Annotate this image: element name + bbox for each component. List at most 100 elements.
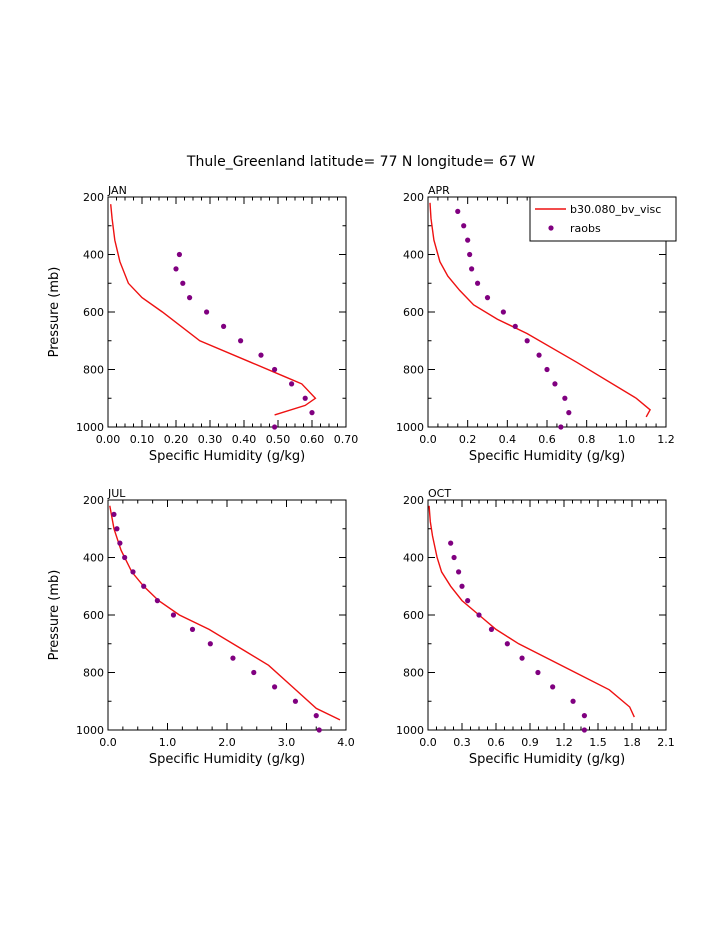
raobs-point — [111, 511, 117, 517]
raobs-point — [552, 381, 558, 387]
panel-title: JUL — [107, 487, 126, 500]
raobs-point — [272, 684, 278, 690]
raobs-point — [558, 424, 564, 430]
raobs-point — [176, 251, 182, 258]
raobs-point — [461, 223, 467, 229]
raobs-point — [566, 410, 572, 416]
y-tick-label: 400 — [403, 249, 424, 262]
legend-obs-label: raobs — [570, 222, 601, 235]
raobs-point — [544, 366, 550, 373]
x-tick-label: 0.60 — [300, 433, 325, 446]
raobs-point — [114, 526, 120, 532]
y-axis-label: Pressure (mb) — [47, 267, 62, 358]
y-tick-label: 600 — [403, 306, 424, 319]
y-tick-label: 1000 — [396, 724, 424, 737]
x-axis-label: Specific Humidity (g/kg) — [469, 752, 625, 767]
y-tick-label: 800 — [403, 667, 424, 680]
x-tick-label: 0.30 — [198, 433, 223, 446]
x-tick-label: 2.1 — [657, 736, 675, 749]
panel-title: JAN — [107, 184, 127, 197]
raobs-point — [302, 395, 308, 401]
panel-title: APR — [428, 184, 450, 197]
y-tick-label: 1000 — [396, 421, 424, 434]
raobs-point — [581, 727, 588, 733]
y-tick-label: 600 — [83, 306, 104, 319]
x-axis-label: Specific Humidity (g/kg) — [469, 449, 625, 464]
raobs-point — [474, 280, 481, 286]
raobs-point — [570, 698, 576, 704]
x-tick-label: 1.2 — [555, 736, 573, 749]
raobs-point — [272, 366, 278, 373]
raobs-point — [488, 626, 495, 632]
y-tick-label: 800 — [83, 364, 104, 377]
raobs-point — [448, 540, 454, 546]
x-tick-label: 0.6 — [487, 736, 505, 749]
x-tick-label: 0.0 — [99, 736, 117, 749]
x-tick-label: 0.2 — [459, 433, 477, 446]
x-tick-label: 1.2 — [657, 433, 675, 446]
panel-title: OCT — [428, 487, 451, 500]
raobs-point — [519, 655, 525, 661]
x-tick-label: 1.0 — [159, 736, 177, 749]
x-tick-label: 0.0 — [419, 433, 437, 446]
raobs-point — [292, 698, 299, 704]
raobs-point — [251, 669, 257, 676]
raobs-point — [154, 598, 160, 604]
x-tick-label: 0.50 — [266, 433, 291, 446]
x-tick-label: 0.20 — [164, 433, 189, 446]
raobs-point — [465, 598, 471, 604]
x-tick-label: 1.8 — [623, 736, 641, 749]
y-tick-label: 400 — [403, 552, 424, 565]
legend-model-label: b30.080_bv_visc — [570, 203, 661, 216]
raobs-point — [207, 641, 213, 647]
x-tick-label: 0.4 — [499, 433, 517, 446]
panel-jul: JUL 0.0 1.0 2.0 3.0 4.0 200 400 600 800 1000 Specif… — [47, 487, 355, 767]
y-axis-label: Pressure (mb) — [47, 570, 62, 661]
y-tick-label: 1000 — [76, 421, 104, 434]
raobs-point — [316, 727, 322, 733]
raobs-point — [524, 338, 530, 344]
y-tick-label: 200 — [83, 191, 104, 204]
x-tick-label: 0.40 — [232, 433, 257, 446]
x-tick-label: 0.10 — [130, 433, 155, 446]
raobs-point — [230, 655, 236, 661]
raobs-point — [122, 554, 128, 561]
x-tick-label: 3.0 — [278, 736, 296, 749]
raobs-point — [187, 295, 193, 301]
x-tick-label: 1.5 — [589, 736, 607, 749]
raobs-point — [465, 237, 471, 243]
raobs-point — [456, 569, 462, 575]
y-tick-label: 800 — [83, 667, 104, 680]
raobs-point — [180, 280, 186, 286]
raobs-point — [476, 612, 482, 618]
x-axis-label: Specific Humidity (g/kg) — [149, 752, 305, 767]
y-tick-label: 600 — [83, 609, 104, 622]
legend-obs-swatch — [548, 225, 554, 231]
raobs-point — [130, 569, 136, 575]
legend-box — [529, 196, 677, 242]
raobs-point — [170, 612, 177, 618]
figure-title: Thule_Greenland latitude= 77 N longitude… — [186, 154, 535, 170]
y-tick-label: 400 — [83, 249, 104, 262]
y-tick-label: 200 — [83, 494, 104, 507]
raobs-point — [258, 352, 264, 358]
y-tick-label: 800 — [403, 364, 424, 377]
x-tick-label: 0.9 — [521, 736, 539, 749]
x-tick-label: 4.0 — [337, 736, 355, 749]
raobs-point — [581, 713, 588, 719]
raobs-point — [189, 626, 196, 632]
raobs-point — [313, 713, 319, 719]
panel-jan: JAN 0.00 0.10 0.20 0.30 0.40 0.50 0.60 0.70 200 40… — [47, 184, 358, 464]
raobs-point — [469, 266, 475, 272]
x-tick-label: 0.70 — [334, 433, 359, 446]
raobs-point — [173, 266, 179, 272]
x-tick-label: 0.6 — [538, 433, 556, 446]
raobs-point — [467, 251, 473, 258]
raobs-point — [500, 309, 506, 315]
x-tick-label: 0.3 — [453, 736, 471, 749]
raobs-point — [238, 338, 244, 344]
y-tick-label: 1000 — [76, 724, 104, 737]
